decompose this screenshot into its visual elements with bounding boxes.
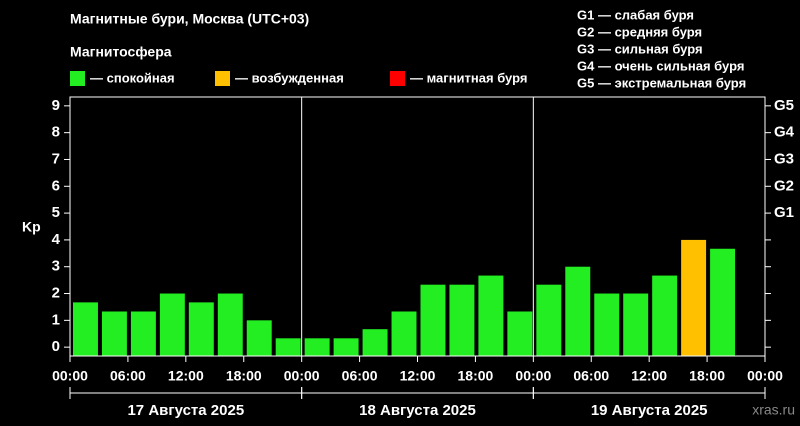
- legend-label: — возбужденная: [235, 70, 344, 85]
- bar: [536, 284, 562, 356]
- legend-label: — магнитная буря: [410, 70, 527, 85]
- bar: [159, 293, 185, 356]
- x-tick-label: 12:00: [631, 368, 667, 384]
- legend-swatch: [215, 71, 230, 86]
- bar: [130, 311, 156, 356]
- storm-scale-label: G2 — средняя буря: [577, 24, 702, 39]
- x-tick-label: 12:00: [168, 368, 204, 384]
- bar: [391, 311, 417, 356]
- bar: [681, 239, 707, 356]
- storm-scale-label: G4 — очень сильная буря: [577, 58, 744, 73]
- day-label: 18 Августа 2025: [359, 402, 476, 419]
- bar: [246, 320, 272, 356]
- x-tick-label: 00:00: [747, 368, 783, 384]
- x-tick-label: 00:00: [284, 368, 320, 384]
- y2-tick-label: G2: [774, 177, 794, 194]
- bar: [275, 338, 301, 356]
- bar: [478, 275, 504, 356]
- x-tick-label: 06:00: [110, 368, 146, 384]
- y-tick-label: 1: [52, 311, 60, 328]
- bar: [507, 311, 533, 356]
- x-tick-label: 06:00: [342, 368, 378, 384]
- legend-swatch: [70, 71, 85, 86]
- y-tick-label: 9: [52, 97, 60, 114]
- chart-subtitle: Магнитосфера: [70, 44, 172, 60]
- bar: [449, 284, 475, 356]
- x-tick-label: 18:00: [458, 368, 494, 384]
- y-tick-label: 8: [52, 124, 60, 141]
- y-tick-label: 2: [52, 284, 60, 301]
- y-tick-label: 7: [52, 150, 60, 167]
- bar: [710, 248, 736, 356]
- bar: [333, 338, 359, 356]
- x-tick-label: 06:00: [573, 368, 609, 384]
- day-label: 19 Августа 2025: [591, 402, 708, 419]
- bar: [565, 266, 591, 356]
- storm-scale-label: G5 — экстремальная буря: [577, 75, 746, 90]
- legend-swatch: [390, 71, 405, 86]
- y2-tick-label: G5: [774, 97, 794, 114]
- bar: [652, 275, 678, 356]
- y2-tick-label: G1: [774, 204, 794, 221]
- storm-scale-label: G3 — сильная буря: [577, 41, 703, 56]
- x-tick-label: 00:00: [515, 368, 551, 384]
- x-tick-label: 12:00: [400, 368, 436, 384]
- bar: [362, 329, 388, 356]
- bar: [623, 293, 649, 356]
- y-tick-label: 4: [52, 231, 61, 248]
- y-tick-label: 6: [52, 177, 60, 194]
- y-tick-label: 3: [52, 258, 60, 275]
- storm-scale-label: G1 — слабая буря: [577, 7, 694, 22]
- bar: [420, 284, 446, 356]
- chart-title: Магнитные бури, Москва (UTC+03): [70, 11, 309, 27]
- y2-tick-label: G3: [774, 150, 794, 167]
- bar: [73, 302, 98, 356]
- y-tick-label: 0: [52, 338, 60, 355]
- x-tick-label: 18:00: [226, 368, 262, 384]
- legend-label: — спокойная: [90, 70, 175, 85]
- bar: [101, 311, 127, 356]
- day-label: 17 Августа 2025: [127, 402, 244, 419]
- watermark: xras.ru: [752, 402, 795, 418]
- y2-tick-label: G4: [774, 124, 795, 141]
- bar: [188, 302, 214, 356]
- y-axis-label: Kp: [22, 219, 41, 235]
- bar: [304, 338, 330, 356]
- y-tick-label: 5: [52, 204, 60, 221]
- bar: [594, 293, 620, 356]
- x-tick-label: 00:00: [52, 368, 88, 384]
- x-tick-label: 18:00: [689, 368, 725, 384]
- bar: [217, 293, 243, 356]
